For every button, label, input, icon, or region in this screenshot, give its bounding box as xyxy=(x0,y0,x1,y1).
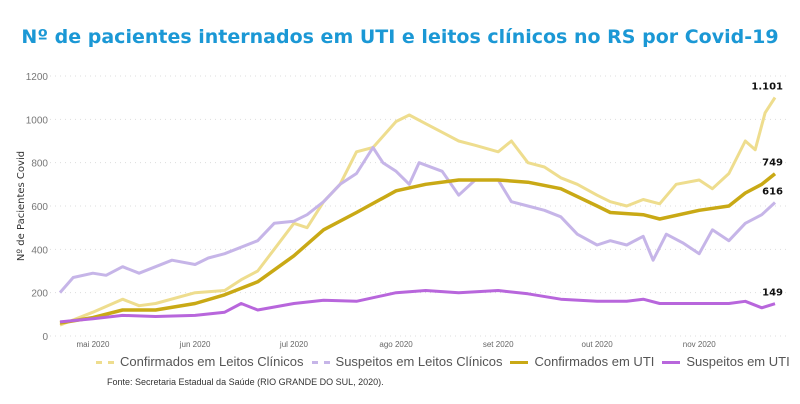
legend-swatch xyxy=(96,361,114,365)
x-tick-label: mai 2020 xyxy=(76,340,109,349)
y-tick-label: 1200 xyxy=(26,72,49,83)
x-tick-label: set 2020 xyxy=(483,340,514,349)
y-tick-label: 1000 xyxy=(26,115,49,126)
chart-title: Nº de pacientes internados em UTI e leit… xyxy=(21,26,779,48)
legend-swatch xyxy=(662,361,681,365)
series-line-suspeitos-em-uti xyxy=(59,289,776,324)
source-note: Fonte: Secretaria Estadual da Saúde (RIO… xyxy=(107,377,384,387)
x-tick-label: jul 2020 xyxy=(279,340,309,349)
end-data-label: 616 xyxy=(762,187,783,198)
legend-item[interactable]: Confirmados em UTI xyxy=(510,354,654,369)
legend-swatch xyxy=(311,361,330,365)
legend-label: Suspeitos em Leitos Clínicos xyxy=(335,354,503,369)
end-data-label: 149 xyxy=(762,288,783,299)
legend-label: Confirmados em Leitos Clínicos xyxy=(120,354,304,369)
x-tick-label: out 2020 xyxy=(582,340,614,349)
x-tick-label: jun 2020 xyxy=(179,340,211,349)
series-line-confirmados-em-leitos-clínicos xyxy=(59,96,777,327)
end-data-label: 749 xyxy=(762,158,783,169)
y-axis-label: Nº de Pacientes Covid xyxy=(16,151,27,261)
legend-item[interactable]: Suspeitos em UTI xyxy=(662,354,790,369)
x-tick-label: ago 2020 xyxy=(379,340,413,349)
legend-item[interactable]: Confirmados em Leitos Clínicos xyxy=(96,354,304,369)
legend-label: Confirmados em UTI xyxy=(534,354,655,369)
legend-item[interactable]: Suspeitos em Leitos Clínicos xyxy=(311,354,503,369)
end-data-label: 1.101 xyxy=(751,81,783,92)
y-tick-label: 400 xyxy=(31,245,48,256)
legend-label: Suspeitos em UTI xyxy=(686,354,790,369)
y-tick-label: 600 xyxy=(31,202,48,213)
legend: Confirmados em Leitos Clínicos Suspeitos … xyxy=(96,354,798,369)
x-tick-label: nov 2020 xyxy=(683,340,716,349)
series-line-confirmados-em-uti xyxy=(59,172,777,325)
series-line-suspeitos-em-leitos-clínicos xyxy=(58,146,777,294)
y-tick-label: 200 xyxy=(31,289,48,300)
y-tick-label: 800 xyxy=(31,159,48,170)
legend-swatch xyxy=(510,361,529,365)
y-tick-label: 0 xyxy=(42,332,48,343)
line-chart: 0 200 400 600 800 1000 1200 mai 2020 jun 2020 jul… xyxy=(16,72,790,349)
